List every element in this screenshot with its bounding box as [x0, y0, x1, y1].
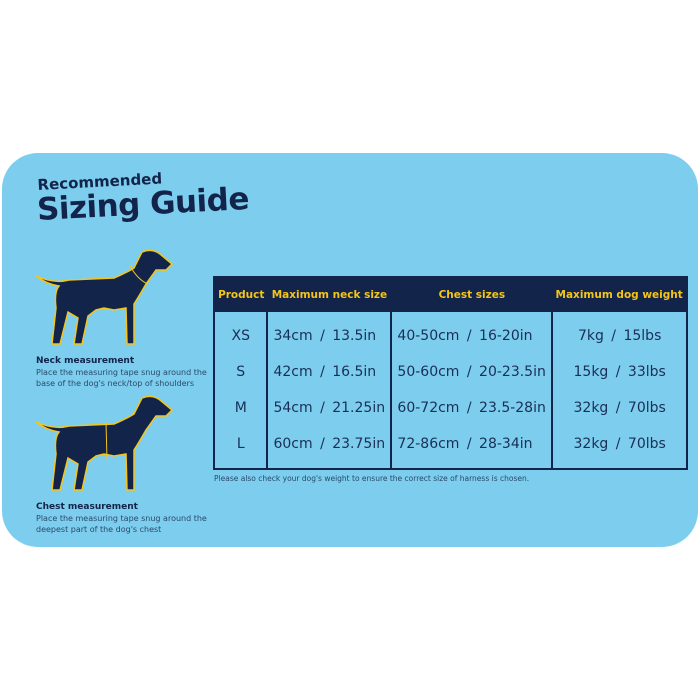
header-weight: Maximum dog weight [552, 277, 687, 312]
cell-weight: 7kg / 15lbs [551, 312, 687, 354]
cell-product: L [236, 436, 245, 452]
cell-neck: 34cm / 13.5in [266, 312, 392, 354]
table-row: M 54cm / 21.25in 60-72cm / 23.5-28in 32kg /… [214, 390, 687, 426]
cell-neck: 42cm / 16.5in [266, 354, 392, 390]
cell-chest: 72-86cm / 28-34in [390, 426, 553, 469]
table-row: XS 34cm / 13.5in 40-50cm / 16-20in 7kg / 15… [214, 312, 687, 354]
weight-note: Please also check your dog's weight to e… [214, 474, 530, 483]
cell-product: S [236, 364, 246, 380]
neck-heading: Neck measurement [36, 356, 135, 366]
cell-weight: 32kg / 70lbs [551, 426, 687, 469]
dog-chest-illustration [35, 395, 174, 491]
dog-neck-illustration [35, 249, 174, 345]
cell-chest: 50-60cm / 20-23.5in [390, 354, 553, 390]
cell-product: XS [231, 328, 250, 344]
header-neck: Maximum neck size [267, 277, 392, 312]
chest-text: Place the measuring tape snug around the… [36, 514, 207, 534]
chest-caption: Chest measurement Place the measuring ta… [36, 502, 216, 535]
size-table: Product Maximum neck size Chest sizes Ma… [213, 276, 688, 470]
table-row: L 60cm / 23.75in 72-86cm / 28-34in 32kg / 7… [214, 426, 687, 469]
cell-neck: 60cm / 23.75in [266, 426, 392, 469]
table-row: S 42cm / 16.5in 50-60cm / 20-23.5in 15kg / … [214, 354, 687, 390]
neck-caption: Neck measurement Place the measuring tap… [36, 356, 216, 389]
cell-neck: 54cm / 21.25in [266, 390, 392, 426]
chest-heading: Chest measurement [36, 502, 138, 512]
cell-chest: 60-72cm / 23.5-28in [390, 390, 553, 426]
neck-text: Place the measuring tape snug around the… [36, 368, 207, 388]
header-product: Product [214, 277, 268, 312]
cell-weight: 32kg / 70lbs [551, 390, 687, 426]
cell-chest: 40-50cm / 16-20in [390, 312, 553, 354]
cell-product: M [234, 400, 247, 416]
header-chest: Chest sizes [391, 277, 553, 312]
cell-weight: 15kg / 33lbs [551, 354, 687, 390]
table-header-row: Product Maximum neck size Chest sizes Ma… [214, 277, 687, 312]
